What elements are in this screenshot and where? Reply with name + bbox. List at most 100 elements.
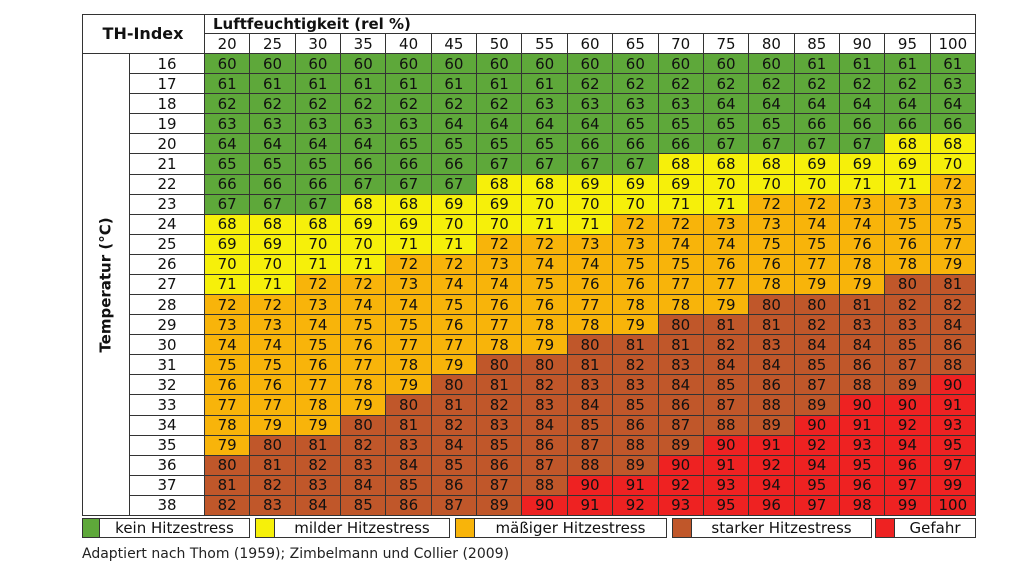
th-cell: 68 — [295, 214, 342, 235]
th-cell: 84 — [295, 495, 342, 516]
th-cell: 68 — [749, 154, 795, 175]
th-cell: 81 — [250, 455, 296, 476]
th-cell: 67 — [794, 134, 840, 155]
th-cell: 77 — [295, 375, 342, 396]
th-cell: 78 — [386, 355, 432, 376]
th-cell: 84 — [431, 435, 478, 456]
th-cell: 79 — [613, 315, 659, 336]
th-cell: 72 — [749, 194, 795, 215]
th-cell: 81 — [613, 335, 659, 356]
th-cell: 68 — [658, 154, 704, 175]
legend-swatch — [875, 518, 895, 538]
th-cell: 80 — [658, 315, 704, 336]
th-cell: 83 — [885, 315, 931, 336]
th-cell: 73 — [477, 254, 523, 275]
th-cell: 67 — [205, 194, 251, 215]
th-cell: 91 — [703, 455, 750, 476]
th-cell: 61 — [386, 74, 432, 95]
th-cell: 71 — [658, 194, 704, 215]
th-cell: 76 — [749, 254, 795, 275]
th-cell: 81 — [658, 335, 704, 356]
th-cell: 85 — [885, 335, 931, 356]
th-cell: 61 — [930, 54, 976, 75]
th-cell: 63 — [613, 94, 659, 115]
th-cell: 67 — [295, 194, 342, 215]
th-cell: 67 — [522, 154, 568, 175]
th-cell: 60 — [613, 54, 659, 75]
th-cell: 70 — [613, 194, 659, 215]
th-cell: 71 — [522, 214, 568, 235]
th-cell: 82 — [431, 415, 478, 436]
th-cell: 81 — [749, 315, 795, 336]
th-cell: 70 — [477, 214, 523, 235]
th-cell: 70 — [703, 174, 750, 195]
th-cell: 75 — [613, 254, 659, 275]
th-cell: 92 — [658, 475, 704, 496]
humidity-header: 20 — [205, 34, 251, 54]
th-cell: 88 — [522, 475, 568, 496]
temperature-header: 36 — [130, 455, 205, 476]
temperature-header: 32 — [130, 375, 205, 396]
th-cell: 60 — [295, 54, 342, 75]
th-cell: 78 — [205, 415, 251, 436]
th-cell: 71 — [386, 234, 432, 255]
th-cell: 96 — [839, 475, 886, 496]
th-cell: 89 — [658, 435, 704, 456]
temperature-header: 20 — [130, 134, 205, 155]
th-cell: 64 — [794, 94, 840, 115]
th-cell: 80 — [386, 395, 432, 416]
th-cell: 63 — [567, 94, 614, 115]
th-cell: 84 — [522, 415, 568, 436]
th-cell: 80 — [885, 274, 931, 296]
humidity-header: 75 — [703, 34, 750, 54]
th-cell: 72 — [295, 274, 342, 296]
th-cell: 61 — [250, 74, 296, 95]
th-cell: 84 — [839, 335, 886, 356]
th-cell: 85 — [567, 415, 614, 436]
temperature-header: 18 — [130, 94, 205, 115]
th-cell: 83 — [341, 455, 387, 476]
th-cell: 83 — [295, 475, 342, 496]
temperature-header: 37 — [130, 475, 205, 496]
th-cell: 64 — [431, 114, 478, 135]
temperature-header: 24 — [130, 214, 205, 235]
th-cell: 75 — [885, 214, 931, 235]
th-cell: 99 — [885, 495, 931, 516]
th-cell: 95 — [839, 455, 886, 476]
th-cell: 77 — [794, 254, 840, 275]
th-cell: 87 — [522, 455, 568, 476]
th-cell: 66 — [613, 134, 659, 155]
th-cell: 89 — [477, 495, 523, 516]
th-cell: 73 — [885, 194, 931, 215]
th-cell: 73 — [749, 214, 795, 235]
th-cell: 63 — [930, 74, 976, 95]
th-cell: 67 — [431, 174, 478, 195]
th-cell: 69 — [477, 194, 523, 215]
temperature-header: 35 — [130, 435, 205, 456]
th-cell: 60 — [386, 54, 432, 75]
th-cell: 65 — [205, 154, 251, 175]
th-cell: 60 — [749, 54, 795, 75]
temperature-header: 31 — [130, 355, 205, 376]
th-cell: 97 — [930, 455, 976, 476]
th-cell: 82 — [703, 335, 750, 356]
th-cell: 72 — [386, 254, 432, 275]
th-cell: 62 — [250, 94, 296, 115]
temperature-header: 29 — [130, 315, 205, 336]
th-cell: 80 — [341, 415, 387, 436]
legend-swatch — [82, 518, 100, 538]
th-cell: 81 — [477, 375, 523, 396]
temperature-header: 26 — [130, 254, 205, 275]
th-cell: 96 — [885, 455, 931, 476]
th-cell: 70 — [250, 254, 296, 275]
th-cell: 73 — [613, 234, 659, 255]
th-cell: 86 — [386, 495, 432, 516]
th-cell: 76 — [522, 295, 568, 316]
th-cell: 75 — [341, 315, 387, 336]
th-cell: 72 — [658, 214, 704, 235]
th-cell: 64 — [205, 134, 251, 155]
th-cell: 62 — [431, 94, 478, 115]
th-cell: 90 — [930, 375, 976, 396]
th-cell: 67 — [613, 154, 659, 175]
temperature-header: 23 — [130, 194, 205, 215]
